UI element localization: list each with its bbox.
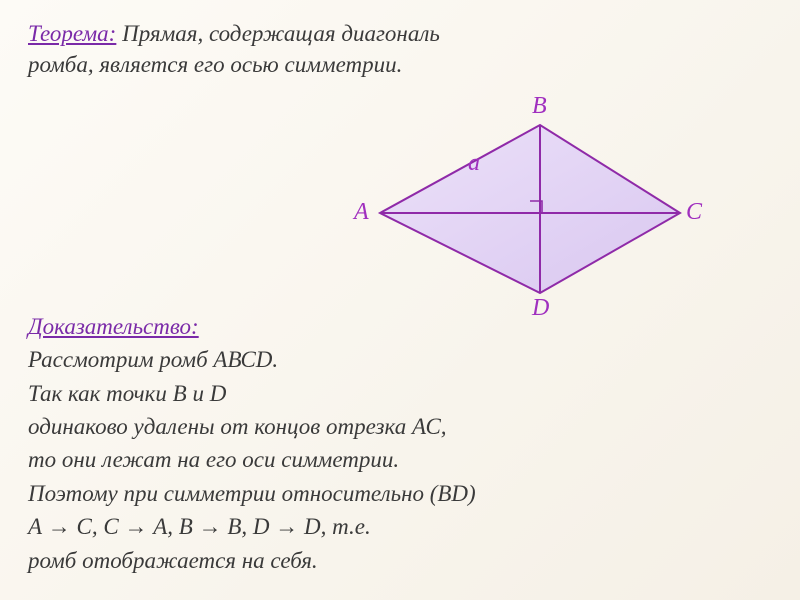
theorem-text-1: Прямая, содержащая диагональ: [122, 21, 440, 46]
side-label: а: [468, 150, 480, 177]
proof-label: Доказательство:: [28, 310, 772, 343]
vertex-label-d: D: [532, 295, 549, 322]
vertex-label-c: С: [686, 199, 702, 226]
proof-block: Доказательство: Рассмотрим ромб АВСD. Та…: [28, 310, 772, 577]
proof-line-4: то они лежат на его оси симметрии.: [28, 443, 772, 476]
vertex-label-a: А: [354, 199, 369, 226]
theorem-label: Теорема:: [28, 21, 116, 46]
proof-line-6: А → С, С → А, В → В, D → D, т.е.: [28, 510, 772, 543]
proof-line-2: Так как точки В и D: [28, 377, 772, 410]
proof-line-7: ромб отображается на себя.: [28, 544, 772, 577]
rhombus-svg: [340, 95, 720, 315]
proof-line-5: Поэтому при симметрии относительно (ВD): [28, 477, 772, 510]
rhombus-diagram: А В С D а: [340, 95, 720, 315]
proof-line-1: Рассмотрим ромб АВСD.: [28, 343, 772, 376]
rhombus-shape: [380, 125, 680, 293]
vertex-label-b: В: [532, 93, 547, 120]
theorem-text-2: ромба, является его осью симметрии.: [28, 52, 402, 77]
theorem-block: Теорема: Прямая, содержащая диагональ ро…: [28, 18, 772, 80]
proof-line-3: одинаково удалены от концов отрезка АС,: [28, 410, 772, 443]
